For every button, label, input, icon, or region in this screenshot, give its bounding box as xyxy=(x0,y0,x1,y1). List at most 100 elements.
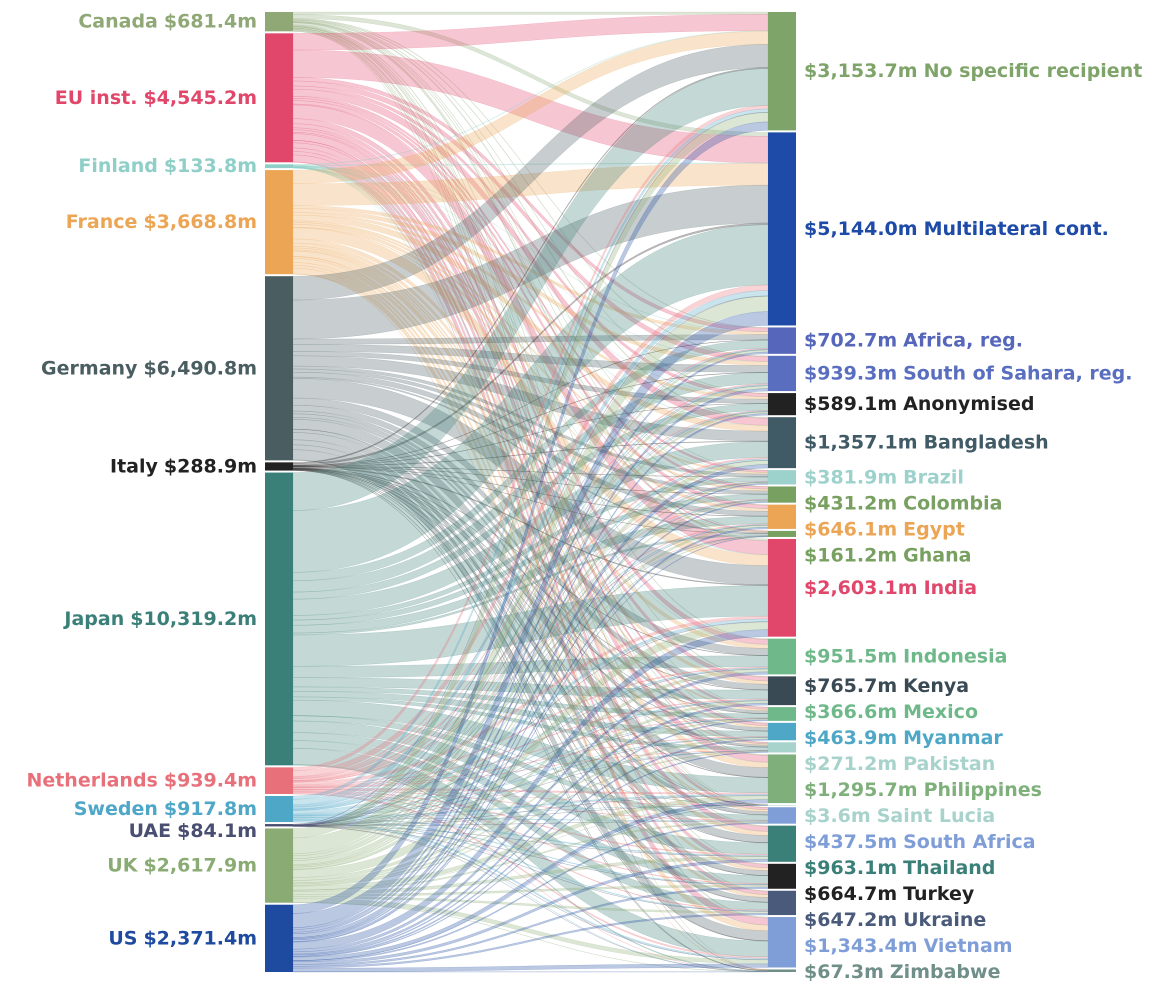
target-name: Zimbabwe xyxy=(890,961,1001,983)
target-value: $702.7m xyxy=(804,329,897,351)
target-label: $646.1m Egypt xyxy=(804,518,965,540)
flow xyxy=(292,963,769,973)
source-value: $288.9m xyxy=(164,455,257,477)
target-name: Multilateral cont. xyxy=(924,217,1109,239)
target-name: Africa, reg. xyxy=(903,329,1023,351)
source-label: Netherlands $939.4m xyxy=(26,769,257,791)
target-node xyxy=(768,530,796,537)
source-name: France xyxy=(66,211,138,233)
target-label: $939.3m South of Sahara, reg. xyxy=(804,362,1133,384)
source-name: UAE xyxy=(129,820,172,842)
target-label: $3,153.7m No specific recipient xyxy=(804,60,1142,82)
target-value: $963.1m xyxy=(804,857,897,879)
target-node xyxy=(768,638,796,675)
source-value: $10,319.2m xyxy=(130,607,257,629)
target-name: Indonesia xyxy=(903,645,1007,667)
target-value: $161.2m xyxy=(804,544,897,566)
source-value: $84.1m xyxy=(177,820,257,842)
source-value: $2,371.4m xyxy=(143,927,257,949)
target-label: $1,295.7m Philippines xyxy=(804,779,1042,801)
target-value: $647.2m xyxy=(804,909,897,931)
source-name: UK xyxy=(107,854,138,876)
source-label: UAE $84.1m xyxy=(129,820,257,842)
target-node xyxy=(768,417,796,469)
target-name: Brazil xyxy=(903,466,964,488)
target-name: Myanmar xyxy=(903,727,1003,749)
target-label: $67.3m Zimbabwe xyxy=(804,961,1000,983)
target-node xyxy=(768,754,796,804)
target-value: $939.3m xyxy=(804,362,897,384)
source-value: $917.8m xyxy=(164,798,257,820)
target-name: Thailand xyxy=(903,857,995,879)
target-label: $2,603.1m India xyxy=(804,576,977,598)
source-label: Germany $6,490.8m xyxy=(41,357,257,379)
source-label: Italy $288.9m xyxy=(110,455,257,477)
target-name: India xyxy=(924,576,978,598)
source-node xyxy=(265,462,293,471)
target-value: $646.1m xyxy=(804,518,897,540)
source-node xyxy=(265,472,293,766)
target-node xyxy=(768,676,796,706)
flow xyxy=(292,799,769,961)
target-label: $1,343.4m Vietnam xyxy=(804,935,1013,957)
source-name: Sweden xyxy=(74,798,158,820)
target-node xyxy=(768,132,796,326)
source-label: US $2,371.4m xyxy=(108,927,257,949)
target-value: $951.5m xyxy=(804,645,897,667)
target-label: $366.6m Mexico xyxy=(804,701,978,723)
target-name: Vietnam xyxy=(924,935,1013,957)
source-name: Canada xyxy=(78,10,158,32)
target-value: $381.9m xyxy=(804,466,897,488)
target-node xyxy=(768,863,796,889)
source-node xyxy=(265,824,293,827)
target-value: $431.2m xyxy=(804,492,897,514)
target-node xyxy=(768,504,796,529)
target-node xyxy=(768,707,796,721)
target-value: $366.6m xyxy=(804,701,897,723)
target-node xyxy=(768,355,796,392)
target-label: $951.5m Indonesia xyxy=(804,645,1007,667)
target-label: $963.1m Thailand xyxy=(804,857,995,879)
source-label: Canada $681.4m xyxy=(78,10,257,32)
target-node xyxy=(768,722,796,741)
target-node xyxy=(768,486,796,503)
source-label: Finland $133.8m xyxy=(78,155,257,177)
source-node xyxy=(265,33,293,163)
target-value: $463.9m xyxy=(804,727,897,749)
flow xyxy=(292,464,769,938)
source-node xyxy=(265,767,293,795)
target-label: $431.2m Colombia xyxy=(804,492,1002,514)
target-label: $702.7m Africa, reg. xyxy=(804,329,1023,351)
source-label: Sweden $917.8m xyxy=(74,798,257,820)
source-value: $4,545.2m xyxy=(143,86,257,108)
target-node xyxy=(768,807,796,824)
target-value: $271.2m xyxy=(804,753,897,775)
target-node xyxy=(768,538,796,637)
target-label: $463.9m Myanmar xyxy=(804,727,1003,749)
source-node xyxy=(265,828,293,903)
source-node xyxy=(265,164,293,169)
source-node xyxy=(265,796,293,823)
target-name: South of Sahara, reg. xyxy=(903,362,1132,384)
source-name: EU inst. xyxy=(55,86,138,108)
target-value: $2,603.1m xyxy=(804,576,918,598)
target-name: Kenya xyxy=(903,675,969,697)
target-label: $5,144.0m Multilateral cont. xyxy=(804,217,1109,239)
target-name: Mexico xyxy=(903,701,978,723)
target-name: South Africa xyxy=(903,831,1035,853)
target-name: Egypt xyxy=(903,518,965,540)
source-name: Netherlands xyxy=(26,769,157,791)
target-node xyxy=(768,12,796,131)
target-name: Ukraine xyxy=(903,909,986,931)
target-name: Saint Lucia xyxy=(877,805,995,827)
target-label: $381.9m Brazil xyxy=(804,466,964,488)
source-name: Finland xyxy=(78,155,157,177)
flow xyxy=(292,11,769,15)
target-value: $3.6m xyxy=(804,805,871,827)
target-name: Bangladesh xyxy=(924,431,1049,453)
target-name: Philippines xyxy=(924,779,1042,801)
target-label: $647.2m Ukraine xyxy=(804,909,986,931)
target-node xyxy=(768,742,796,753)
source-value: $3,668.8m xyxy=(143,211,257,233)
